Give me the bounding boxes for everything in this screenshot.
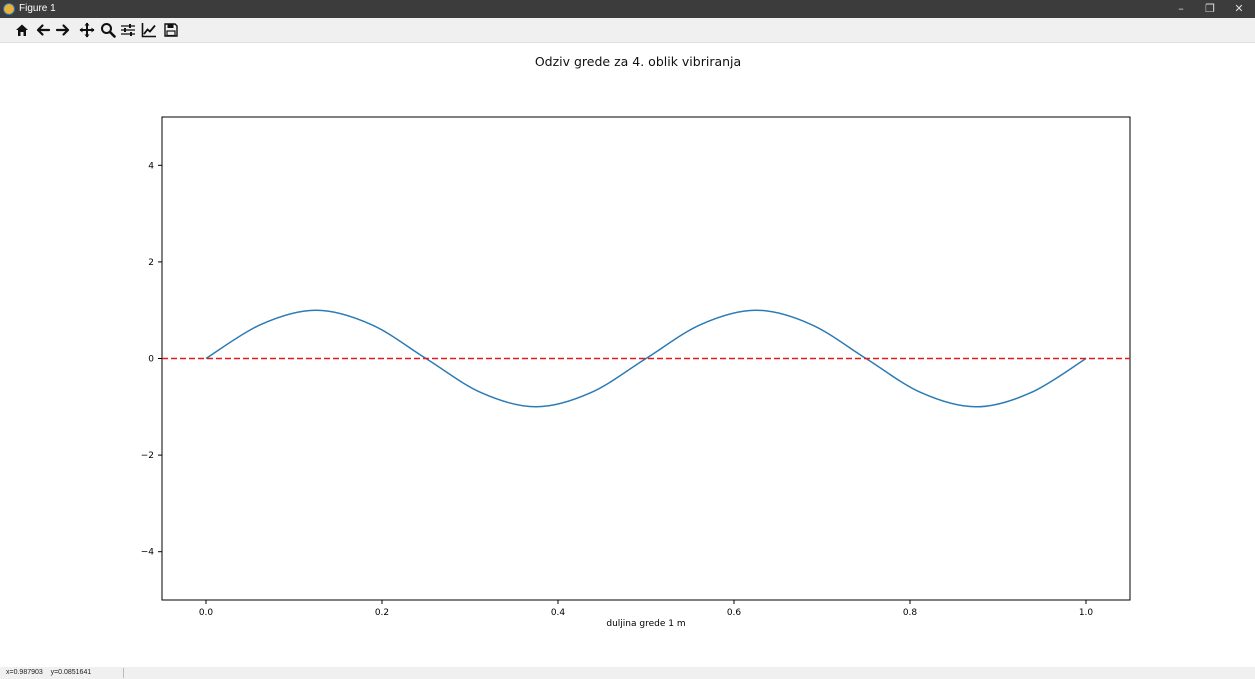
cursor-coordinates: x=0.987903 y=0.0851641 — [6, 669, 92, 676]
save-button[interactable] — [163, 22, 179, 38]
y-tick-label: −2 — [141, 451, 154, 461]
matplotlib-logo-icon — [3, 3, 15, 15]
mode-shape-line — [205, 309, 1087, 408]
back-icon — [36, 24, 51, 36]
minimize-button[interactable]: – — [1178, 2, 1184, 15]
series-layer — [162, 309, 1130, 408]
x-axis: 0.0 0.2 0.4 0.6 0.8 1.0 — [199, 600, 1094, 618]
figure-canvas[interactable]: Odziv grede za 4. oblik vibriranja 0.0 0.… — [0, 42, 1255, 667]
x-tick-label: 0.6 — [727, 608, 742, 618]
back-button[interactable] — [35, 22, 51, 38]
navigation-toolbar — [0, 18, 1255, 43]
home-button[interactable] — [14, 22, 30, 38]
window-titlebar: Figure 1 – ❐ ✕ — [0, 0, 1255, 18]
x-axis-label: duljina grede 1 m — [606, 619, 685, 629]
close-button[interactable]: ✕ — [1234, 2, 1244, 15]
forward-icon — [55, 24, 70, 36]
status-separator — [123, 668, 124, 678]
zoom-button[interactable] — [100, 22, 116, 38]
status-bar: x=0.987903 y=0.0851641 — [0, 667, 1255, 679]
pan-button[interactable] — [79, 22, 95, 38]
y-tick-label: 0 — [148, 355, 154, 365]
pan-icon — [79, 22, 95, 38]
x-tick-label: 1.0 — [1079, 608, 1094, 618]
window-title: Figure 1 — [19, 3, 56, 14]
edit-axis-icon — [141, 23, 156, 38]
x-tick-label: 0.4 — [551, 608, 566, 618]
forward-button[interactable] — [55, 22, 71, 38]
save-icon — [164, 23, 178, 37]
zoom-icon — [101, 23, 116, 38]
x-tick-label: 0.0 — [199, 608, 214, 618]
configure-subplots-icon — [121, 24, 135, 36]
y-tick-label: −4 — [141, 548, 155, 558]
x-tick-label: 0.2 — [375, 608, 389, 618]
home-icon — [16, 24, 28, 36]
edit-axis-button[interactable] — [141, 22, 157, 38]
x-tick-label: 0.8 — [903, 608, 918, 618]
y-tick-label: 4 — [148, 161, 154, 171]
y-tick-label: 2 — [148, 258, 154, 268]
y-axis: −4 −2 0 2 4 — [141, 161, 162, 558]
configure-subplots-button[interactable] — [120, 22, 136, 38]
chart-title: Odziv grede za 4. oblik vibriranja — [535, 54, 741, 69]
restore-button[interactable]: ❐ — [1205, 2, 1215, 15]
